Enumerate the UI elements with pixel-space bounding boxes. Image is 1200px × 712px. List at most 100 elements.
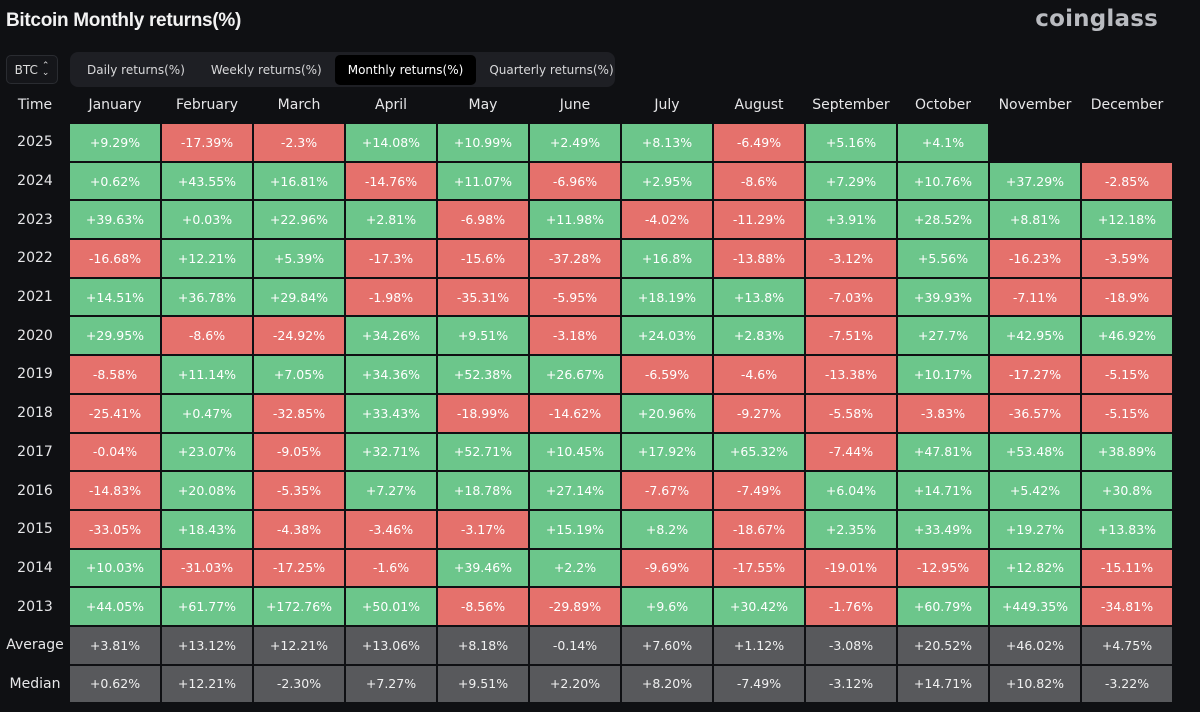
heatmap-cell: -33.05% (70, 510, 160, 548)
heatmap-cell: -4.6% (714, 356, 804, 393)
heatmap-cell: +15.19% (530, 510, 620, 548)
heatmap-cell: +14.51% (70, 278, 160, 316)
heatmap-cell: +43.55% (162, 162, 252, 200)
heatmap-cell: -15.11% (1082, 549, 1172, 587)
heatmap-cell: +172.76% (254, 588, 344, 625)
row-label-2021: 2021 (17, 289, 53, 306)
heatmap-cell: -3.18% (530, 317, 620, 355)
heatmap-cell: +37.29% (990, 162, 1080, 200)
heatmap-cell: +10.17% (898, 356, 988, 393)
heatmap-cell: +61.77% (162, 588, 252, 625)
row-label-2022: 2022 (17, 250, 53, 267)
tab-monthly-returns[interactable]: Monthly returns(%) (334, 54, 477, 85)
heatmap-cell: +26.67% (530, 356, 620, 393)
heatmap-cell: +38.89% (1082, 433, 1172, 471)
heatmap-cell: -18.99% (438, 394, 528, 432)
heatmap-cell: +46.92% (1082, 317, 1172, 355)
heatmap-cell: -31.03% (162, 549, 252, 587)
column-header-june: June (559, 97, 591, 113)
heatmap-cell: -5.15% (1082, 394, 1172, 432)
heatmap-cell: +39.46% (438, 549, 528, 587)
heatmap-cell: -5.35% (254, 472, 344, 509)
summary-cell: +8.18% (438, 626, 528, 664)
heatmap-cell: +44.05% (70, 588, 160, 625)
summary-cell: +0.62% (70, 665, 160, 703)
heatmap-cell: +2.83% (714, 317, 804, 355)
tab-daily-returns[interactable]: Daily returns(%) (87, 62, 185, 77)
row-label-2025: 2025 (17, 134, 53, 151)
heatmap-cell: +2.81% (346, 201, 436, 239)
heatmap-cell: -15.6% (438, 240, 528, 277)
column-header-february: February (175, 97, 239, 113)
heatmap-cell: -4.02% (622, 201, 712, 239)
heatmap-cell: -9.27% (714, 394, 804, 432)
heatmap-cell: +12.18% (1082, 201, 1172, 239)
summary-cell: +20.52% (898, 626, 988, 664)
heatmap-cell: +10.99% (438, 124, 528, 161)
heatmap-cell: +32.71% (346, 433, 436, 471)
heatmap-cell: +14.71% (898, 472, 988, 509)
tab-weekly-returns[interactable]: Weekly returns(%) (210, 62, 322, 77)
heatmap-cell: +33.49% (898, 510, 988, 548)
heatmap-cell: -17.3% (346, 240, 436, 277)
coin-selector[interactable]: BTC ⌃ ⌄ (6, 55, 58, 84)
heatmap-cell: -37.28% (530, 240, 620, 277)
heatmap-cell: +34.26% (346, 317, 436, 355)
coinglass-logo: coinglass (1035, 6, 1158, 32)
heatmap-cell: +33.43% (346, 394, 436, 432)
heatmap-cell: -3.83% (898, 394, 988, 432)
row-label-2014: 2014 (17, 559, 53, 576)
heatmap-cell: +18.78% (438, 472, 528, 509)
summary-cell: +7.27% (346, 665, 436, 703)
heatmap-cell: +5.42% (990, 472, 1080, 509)
heatmap-cell: +28.52% (898, 201, 988, 239)
heatmap-cell: -3.46% (346, 510, 436, 548)
column-header-july: July (654, 97, 680, 113)
heatmap-cell: -17.39% (162, 124, 252, 161)
summary-cell: -3.22% (1082, 665, 1172, 703)
heatmap-cell: -14.76% (346, 162, 436, 200)
heatmap-cell: -17.55% (714, 549, 804, 587)
tab-quarterly-returns[interactable]: Quarterly returns(%) (489, 62, 614, 77)
heatmap-cell: +52.71% (438, 433, 528, 471)
column-header-september: September (812, 97, 890, 113)
heatmap-cell: +23.07% (162, 433, 252, 471)
heatmap-cell: -11.29% (714, 201, 804, 239)
heatmap-cell: +36.78% (162, 278, 252, 316)
heatmap-cell: -5.15% (1082, 356, 1172, 393)
heatmap-cell: -36.57% (990, 394, 1080, 432)
heatmap-cell: +39.63% (70, 201, 160, 239)
row-label-median: Median (9, 675, 61, 692)
heatmap-cell: +8.81% (990, 201, 1080, 239)
summary-cell: +46.02% (990, 626, 1080, 664)
returns-tabs: Daily returns(%) Weekly returns(%) Month… (70, 52, 615, 87)
heatmap-cell: +20.08% (162, 472, 252, 509)
heatmap-cell: -5.95% (530, 278, 620, 316)
heatmap-cell: -34.81% (1082, 588, 1172, 625)
heatmap-cell: +2.49% (530, 124, 620, 161)
heatmap-cell: +12.21% (162, 240, 252, 277)
heatmap-cell: +0.47% (162, 394, 252, 432)
heatmap-cell: -24.92% (254, 317, 344, 355)
heatmap-cell: +8.13% (622, 124, 712, 161)
heatmap-cell (1082, 124, 1172, 161)
summary-cell: +2.20% (530, 665, 620, 703)
summary-cell: +12.21% (254, 626, 344, 664)
heatmap-cell: -8.6% (162, 317, 252, 355)
heatmap-cell: -9.69% (622, 549, 712, 587)
heatmap-cell: -2.85% (1082, 162, 1172, 200)
heatmap-cell: -17.27% (990, 356, 1080, 393)
column-header-august: August (734, 97, 784, 113)
heatmap-cell: +9.51% (438, 317, 528, 355)
heatmap-cell: -12.95% (898, 549, 988, 587)
column-header-april: April (375, 97, 407, 113)
heatmap-cell: +7.05% (254, 356, 344, 393)
row-label-2024: 2024 (17, 173, 53, 190)
heatmap-cell: +29.95% (70, 317, 160, 355)
returns-heatmap: Time January February March April May June July… (2, 88, 1172, 703)
heatmap-cell: +30.8% (1082, 472, 1172, 509)
heatmap-cell: +10.45% (530, 433, 620, 471)
heatmap-cell: -2.3% (254, 124, 344, 161)
heatmap-cell: +13.8% (714, 278, 804, 316)
heatmap-cell: -8.58% (70, 356, 160, 393)
